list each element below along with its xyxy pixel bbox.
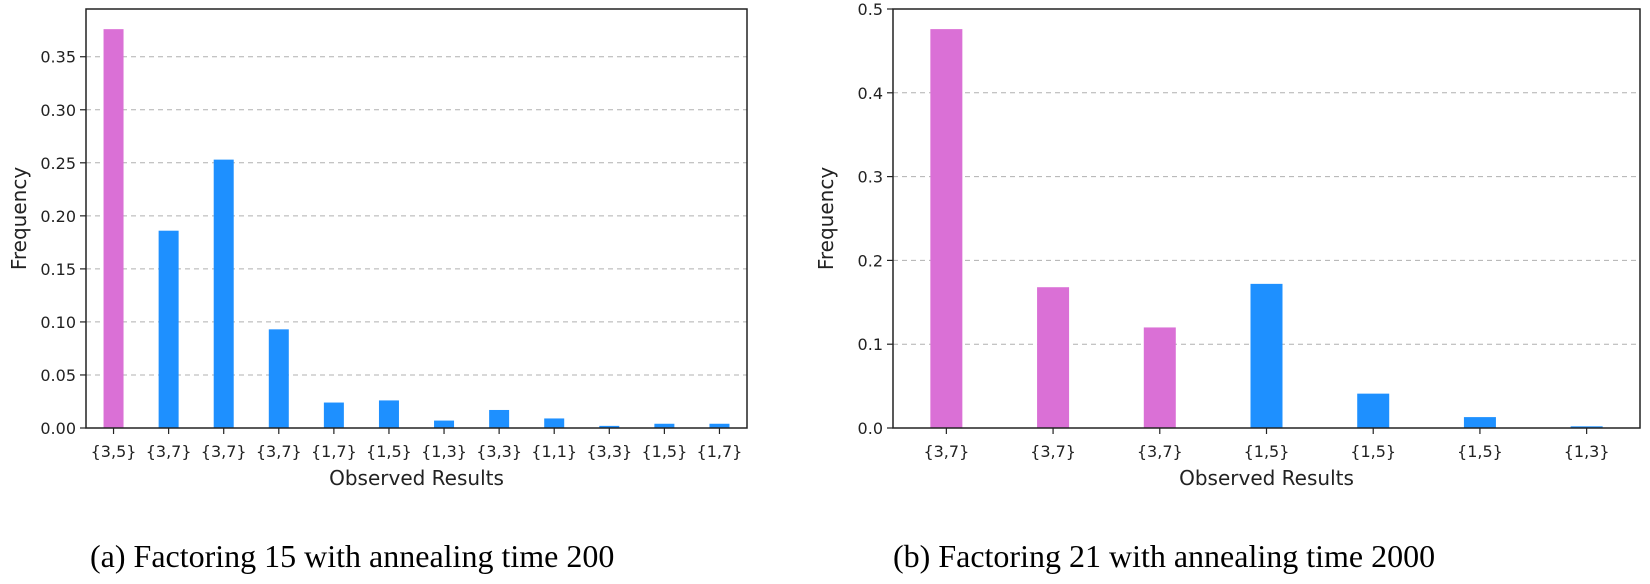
x-tick-label: {1,3} [1564, 442, 1610, 461]
x-tick-label: {3,7} [923, 442, 969, 461]
bar [1037, 287, 1070, 428]
bar [1463, 417, 1496, 428]
bar [1250, 283, 1283, 428]
x-tick-label: {1,7} [311, 442, 357, 461]
bar [268, 329, 289, 428]
x-axis-label: Observed Results [1179, 466, 1354, 490]
chart-a: 0.00 0.05 0.10 0.15 0.20 0.25 0.30 0.35 {3,5} {3,… [7, 8, 748, 490]
bar [378, 400, 399, 428]
plot-frame [892, 8, 1641, 429]
x-tick-label: {3,7} [1137, 442, 1183, 461]
bar [323, 402, 344, 428]
caption-b: (b) Factoring 21 with annealing time 200… [893, 538, 1436, 574]
x-tick-label: {3,3} [476, 442, 522, 461]
bar [489, 409, 510, 428]
bar [434, 420, 455, 428]
x-tick-label: {1,1} [531, 442, 577, 461]
y-tick-label: 0.00 [40, 419, 76, 438]
bar [1143, 327, 1176, 428]
plot-frame [85, 8, 748, 429]
y-tick-label: 0.05 [40, 366, 76, 385]
y-tick-label: 0.20 [40, 207, 76, 226]
bar [709, 423, 730, 428]
y-tick-label: 0.10 [40, 313, 76, 332]
chart-panel-b: 0.0 0.1 0.2 0.3 0.4 0.5 {3,7} {3,7} {3,7} {1,5} {1… [790, 0, 1650, 530]
y-tick-label: 0.3 [858, 168, 883, 187]
x-tick-label: {3,7} [201, 442, 247, 461]
y-tick-label: 0.4 [858, 84, 883, 103]
y-tick-label: 0.25 [40, 154, 76, 173]
y-tick-label: 0.0 [858, 419, 883, 438]
bar [158, 230, 179, 428]
x-tick-label: {3,7} [1030, 442, 1076, 461]
x-tick-label: {1,3} [421, 442, 467, 461]
chart-b: 0.0 0.1 0.2 0.3 0.4 0.5 {3,7} {3,7} {3,7} {1,5} {1… [814, 0, 1641, 490]
x-tick-label: {1,5} [1457, 442, 1503, 461]
bar [654, 423, 675, 428]
y-axis-label: Frequency [7, 167, 31, 270]
bar [1570, 426, 1603, 428]
x-tick-label: {3,5} [91, 442, 137, 461]
bar [103, 29, 124, 429]
y-tick-label: 0.15 [40, 260, 76, 279]
y-tick-label: 0.2 [858, 251, 883, 270]
x-tick-label: {1,5} [641, 442, 687, 461]
x-axis-label: Observed Results [329, 466, 504, 490]
y-tick-label: 0.5 [858, 0, 883, 19]
bar [213, 159, 234, 428]
x-tick-label: {3,7} [146, 442, 192, 461]
x-tick-label: {3,3} [586, 442, 632, 461]
x-tick-label: {3,7} [256, 442, 302, 461]
y-tick-label: 0.35 [40, 48, 76, 67]
x-tick-label: {1,5} [1350, 442, 1396, 461]
x-tick-label: {1,7} [697, 442, 743, 461]
bar [544, 418, 565, 428]
x-tick-label: {1,5} [366, 442, 412, 461]
chart-panel-a: 0.00 0.05 0.10 0.15 0.20 0.25 0.30 0.35 {3,5} {3,… [0, 0, 760, 530]
bar [1357, 393, 1390, 428]
caption-a: (a) Factoring 15 with annealing time 200 [90, 538, 615, 574]
bar [930, 29, 963, 428]
y-tick-label: 0.1 [858, 335, 883, 354]
x-tick-label: {1,5} [1244, 442, 1290, 461]
bar [599, 425, 620, 428]
y-tick-label: 0.30 [40, 101, 76, 120]
y-axis-label: Frequency [814, 167, 838, 270]
